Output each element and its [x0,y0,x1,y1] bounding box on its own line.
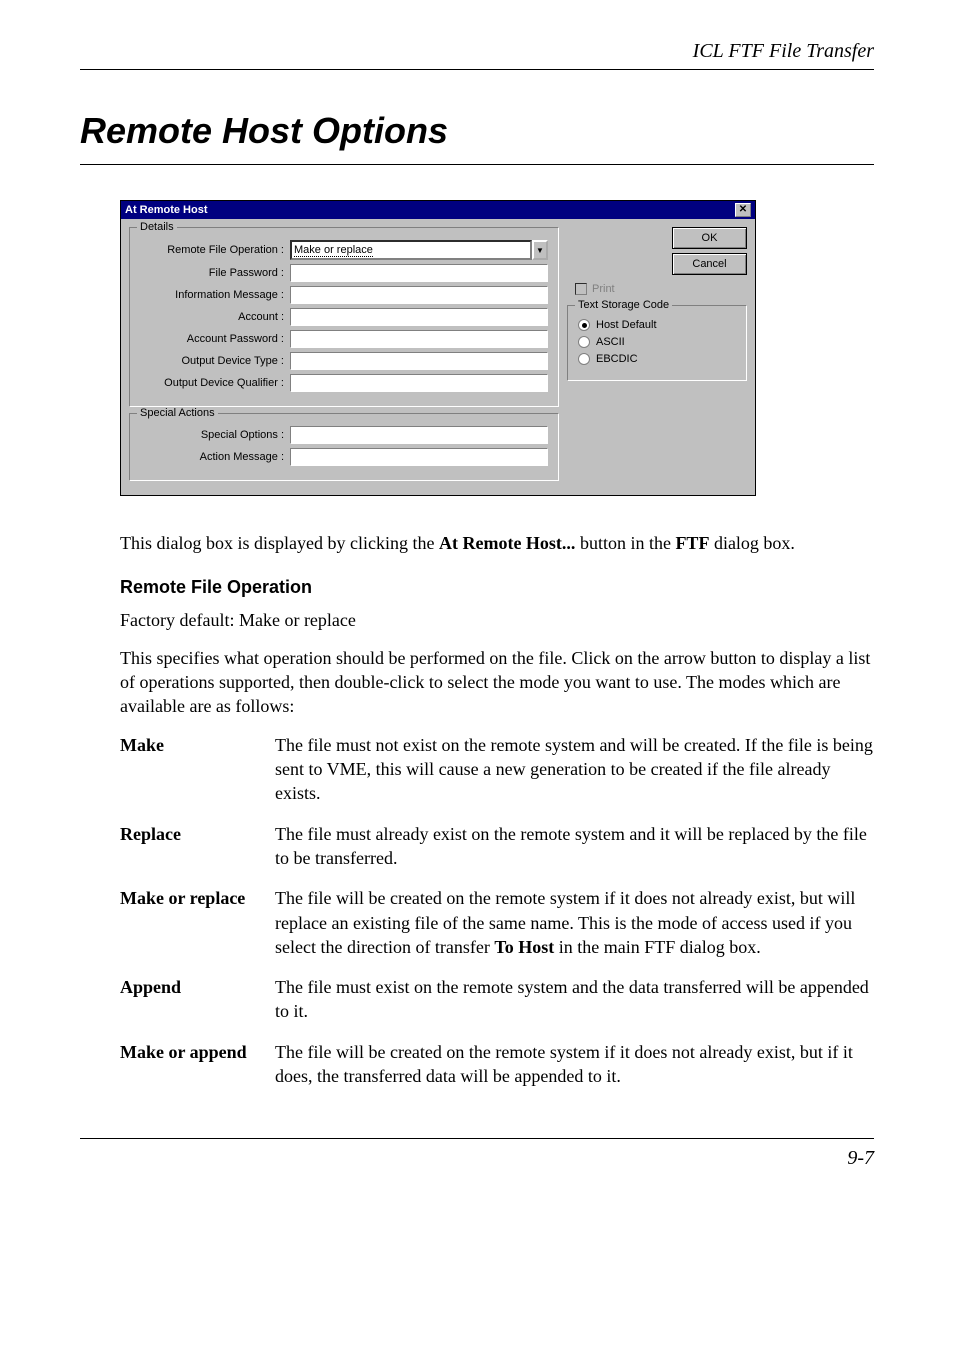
mode-make-term: Make [120,733,275,806]
mode-append-term: Append [120,975,275,1024]
text-storage-legend: Text Storage Code [575,299,672,311]
description-paragraph: This specifies what operation should be … [120,646,874,719]
mode-make-or-replace-term: Make or replace [120,886,275,959]
mode-append-row: Append The file must exist on the remote… [120,975,874,1024]
body-content: This dialog box is displayed by clicking… [120,531,874,1088]
dialog-at-remote-host: At Remote Host ✕ Details Remote File Ope… [120,200,756,496]
mode-make-or-replace-row: Make or replace The file will be created… [120,886,874,959]
dialog-title: At Remote Host [125,204,208,216]
chevron-down-icon[interactable]: ▼ [532,240,548,260]
page-number: 9-7 [847,1147,874,1169]
info-message-label: Information Message : [140,289,290,301]
output-device-qualifier-label: Output Device Qualifier : [140,377,290,389]
ok-button[interactable]: OK [672,227,747,249]
account-password-input[interactable] [290,330,548,348]
action-message-label: Action Message : [140,451,290,463]
remote-file-op-label: Remote File Operation : [140,244,290,256]
account-input[interactable] [290,308,548,326]
print-label: Print [592,283,615,295]
file-password-label: File Password : [140,267,290,279]
details-legend: Details [137,221,177,233]
factory-default: Factory default: Make or replace [120,608,874,632]
output-device-type-label: Output Device Type : [140,355,290,367]
output-device-qualifier-input[interactable] [290,374,548,392]
cancel-button[interactable]: Cancel [672,253,747,275]
details-fieldset: Details Remote File Operation : Make or … [129,227,559,407]
radio-ebcdic-row[interactable]: EBCDIC [578,353,736,365]
radio-ascii-row[interactable]: ASCII [578,336,736,348]
radio-host-default-label: Host Default [596,319,657,331]
radio-host-default[interactable] [578,319,590,331]
radio-host-default-row[interactable]: Host Default [578,319,736,331]
radio-ascii-label: ASCII [596,336,625,348]
print-checkbox[interactable] [575,283,587,295]
action-message-input[interactable] [290,448,548,466]
main-title: Remote Host Options [80,110,874,152]
combo-value: Make or replace [294,244,373,257]
header-divider [80,69,874,70]
file-password-input[interactable] [290,264,548,282]
special-actions-fieldset: Special Actions Special Options : Action… [129,413,559,481]
section-heading: Remote File Operation [120,575,874,599]
text-storage-fieldset: Text Storage Code Host Default ASCII EBC… [567,305,747,381]
radio-ebcdic-label: EBCDIC [596,353,638,365]
mode-replace-row: Replace The file must already exist on t… [120,822,874,871]
modes-table: Make The file must not exist on the remo… [120,733,874,1089]
remote-file-op-combo[interactable]: Make or replace ▼ [290,240,548,260]
output-device-type-input[interactable] [290,352,548,370]
account-password-label: Account Password : [140,333,290,345]
print-checkbox-row: Print [575,283,747,295]
dialog-titlebar: At Remote Host ✕ [121,201,755,219]
account-label: Account : [140,311,290,323]
mode-append-desc: The file must exist on the remote system… [275,975,874,1024]
mode-make-or-replace-desc: The file will be created on the remote s… [275,886,874,959]
radio-ebcdic[interactable] [578,353,590,365]
special-actions-legend: Special Actions [137,407,218,419]
mode-make-or-append-row: Make or append The file will be created … [120,1040,874,1089]
close-icon[interactable]: ✕ [735,203,751,217]
mode-replace-desc: The file must already exist on the remot… [275,822,874,871]
special-options-label: Special Options : [140,429,290,441]
intro-paragraph: This dialog box is displayed by clicking… [120,531,874,555]
special-options-input[interactable] [290,426,548,444]
info-message-input[interactable] [290,286,548,304]
page-header-breadcrumb: ICL FTF File Transfer [80,40,874,63]
title-divider [80,164,874,165]
mode-make-or-append-term: Make or append [120,1040,275,1089]
mode-make-or-append-desc: The file will be created on the remote s… [275,1040,874,1089]
mode-make-row: Make The file must not exist on the remo… [120,733,874,806]
radio-ascii[interactable] [578,336,590,348]
mode-make-desc: The file must not exist on the remote sy… [275,733,874,806]
mode-replace-term: Replace [120,822,275,871]
page-footer: 9-7 [80,1138,874,1170]
